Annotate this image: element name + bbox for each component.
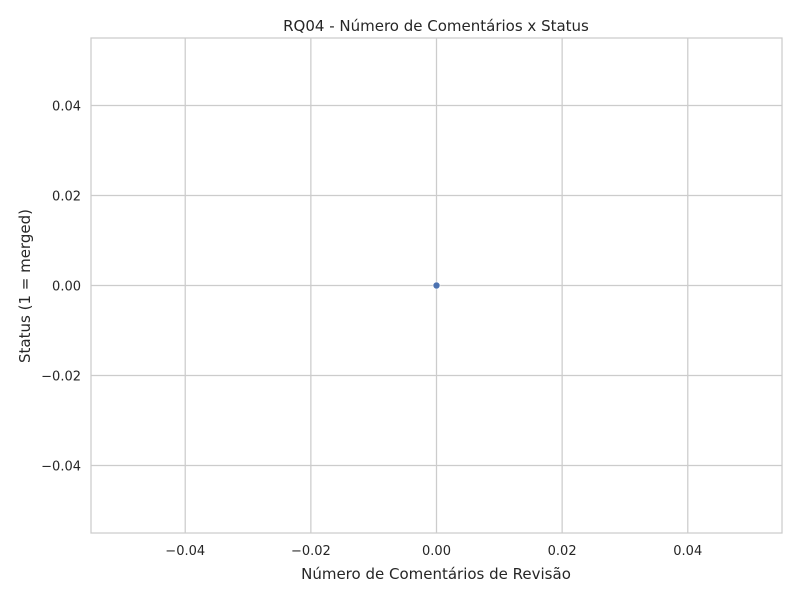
y-tick-label: 0.04: [52, 100, 81, 115]
y-tick-label: −0.04: [41, 460, 81, 475]
y-tick-label: 0.00: [52, 280, 81, 295]
y-tick-label: −0.02: [41, 370, 81, 385]
x-tick-labels: −0.04 −0.02 0.00 0.02 0.04: [165, 544, 702, 559]
grid-lines: [91, 38, 782, 533]
y-tick-labels: −0.04 −0.02 0.00 0.02 0.04: [41, 100, 81, 475]
x-axis-title: Número de Comentários de Revisão: [301, 565, 571, 583]
y-axis-title: Status (1 = merged): [16, 209, 34, 363]
x-tick-label: 0.02: [548, 544, 577, 559]
x-tick-label: −0.02: [291, 544, 331, 559]
x-tick-label: 0.04: [673, 544, 702, 559]
chart-title: RQ04 - Número de Comentários x Status: [283, 17, 589, 35]
data-point: [432, 281, 441, 290]
x-tick-label: 0.00: [422, 544, 451, 559]
plot-frame: [90, 37, 783, 534]
data-points: [432, 281, 441, 290]
y-tick-label: 0.02: [52, 190, 81, 205]
x-tick-label: −0.04: [165, 544, 205, 559]
